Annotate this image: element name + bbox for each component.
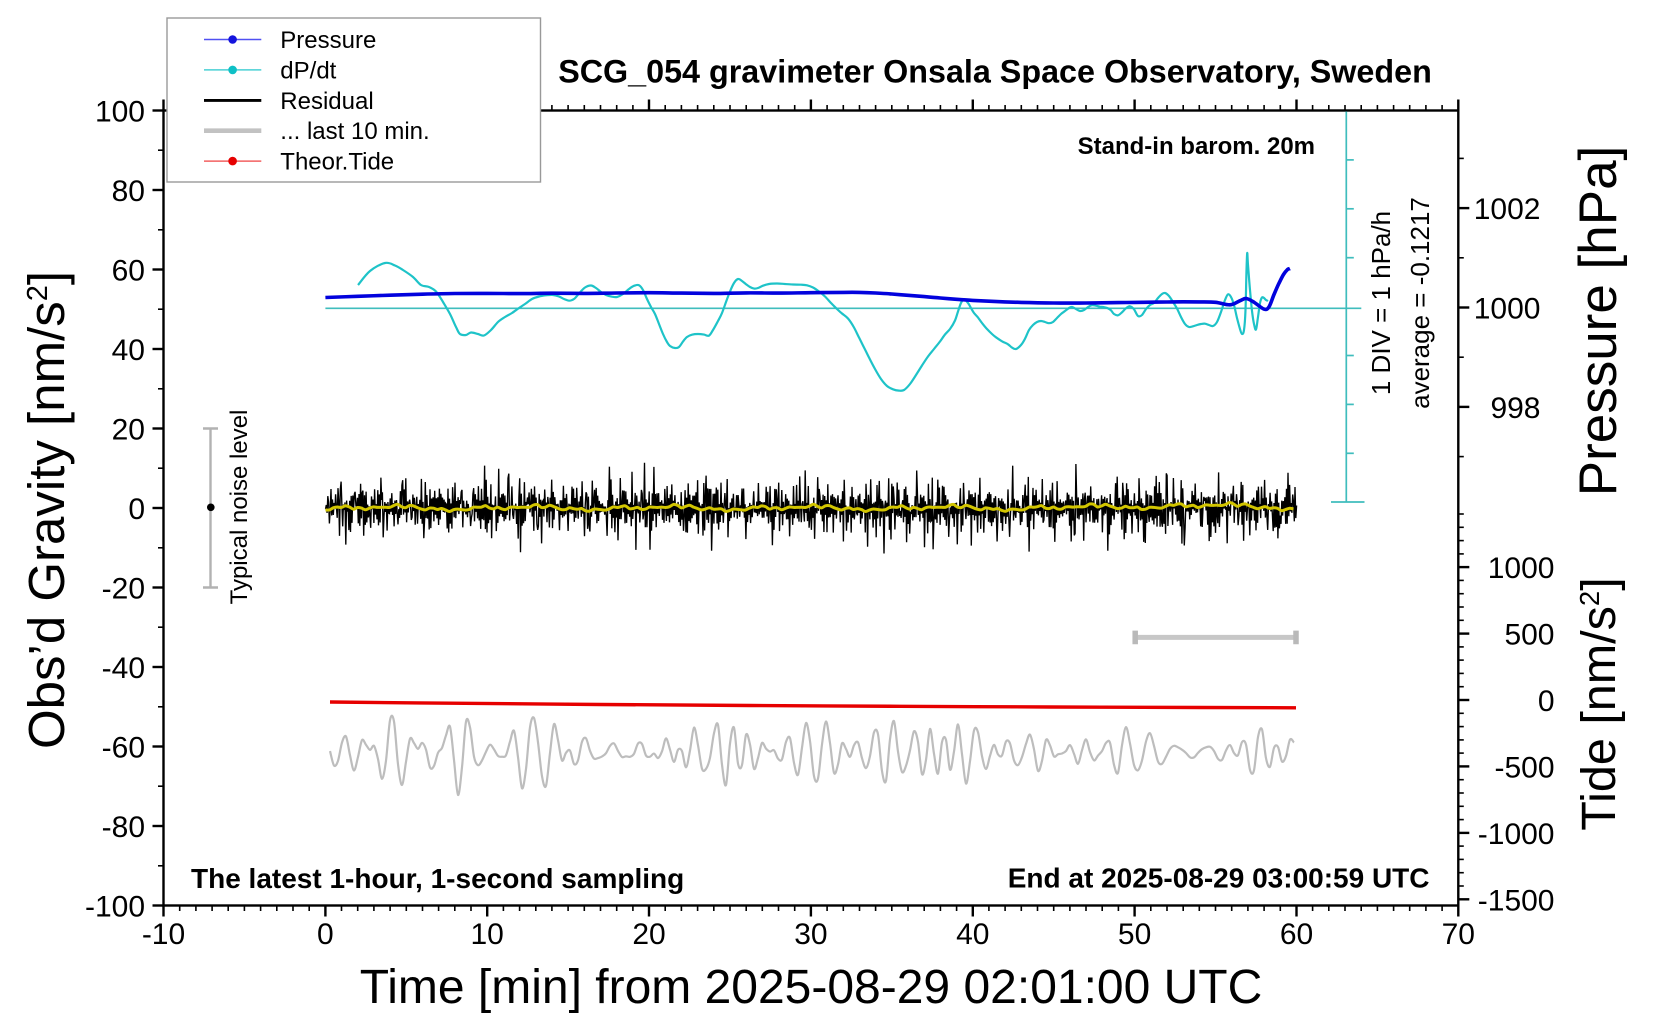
svg-text:dP/dt: dP/dt <box>280 57 336 84</box>
svg-text:40: 40 <box>956 918 989 951</box>
svg-text:10: 10 <box>471 918 504 951</box>
svg-text:20: 20 <box>632 918 665 951</box>
svg-text:50: 50 <box>1118 918 1151 951</box>
svg-text:The latest 1-hour, 1-second sa: The latest 1-hour, 1-second sampling <box>191 863 684 894</box>
svg-text:Pressure [hPa]: Pressure [hPa] <box>1569 146 1628 497</box>
svg-text:70: 70 <box>1442 918 1475 951</box>
svg-text:Theor.Tide: Theor.Tide <box>280 149 394 176</box>
svg-text:40: 40 <box>112 334 145 367</box>
svg-text:60: 60 <box>1280 918 1313 951</box>
svg-text:30: 30 <box>794 918 827 951</box>
svg-text:-60: -60 <box>102 732 145 765</box>
svg-text:0: 0 <box>1538 685 1555 718</box>
svg-text:Residual: Residual <box>280 88 373 115</box>
svg-text:-10: -10 <box>142 918 185 951</box>
svg-text:... last 10 min.: ... last 10 min. <box>280 118 429 145</box>
svg-text:Time [min] from 2025-08-29 02:: Time [min] from 2025-08-29 02:01:00 UTC <box>360 961 1263 1014</box>
svg-text:1 DIV = 1 hPa/h: 1 DIV = 1 hPa/h <box>1366 211 1396 395</box>
svg-text:-40: -40 <box>102 652 145 685</box>
svg-text:End at 2025-08-29 03:00:59 UTC: End at 2025-08-29 03:00:59 UTC <box>1008 863 1430 894</box>
svg-text:1000: 1000 <box>1474 293 1541 326</box>
svg-text:-1500: -1500 <box>1478 884 1555 917</box>
svg-text:-1000: -1000 <box>1478 818 1555 851</box>
svg-text:average = -0.1217: average = -0.1217 <box>1405 197 1435 409</box>
svg-text:-80: -80 <box>102 811 145 844</box>
svg-text:0: 0 <box>317 918 334 951</box>
svg-text:Tide [nm/s2]: Tide [nm/s2] <box>1572 577 1626 830</box>
svg-text:60: 60 <box>112 255 145 288</box>
svg-text:100: 100 <box>95 96 145 129</box>
svg-text:1000: 1000 <box>1488 552 1555 585</box>
svg-text:SCG_054 gravimeter Onsala Spac: SCG_054 gravimeter Onsala Space Observat… <box>558 54 1432 90</box>
svg-text:-500: -500 <box>1494 751 1554 784</box>
svg-text:1002: 1002 <box>1474 193 1541 226</box>
svg-text:Pressure: Pressure <box>280 27 376 54</box>
svg-text:80: 80 <box>112 175 145 208</box>
svg-text:Obs’d Gravity [nm/s2]: Obs’d Gravity [nm/s2] <box>18 271 75 749</box>
svg-text:Stand-in barom. 20m: Stand-in barom. 20m <box>1078 133 1315 160</box>
svg-text:Typical noise level: Typical noise level <box>226 410 253 605</box>
svg-text:20: 20 <box>112 414 145 447</box>
svg-text:500: 500 <box>1504 619 1554 652</box>
svg-text:0: 0 <box>128 493 145 526</box>
svg-text:-20: -20 <box>102 573 145 606</box>
svg-text:998: 998 <box>1490 392 1540 425</box>
svg-text:-100: -100 <box>85 891 145 924</box>
